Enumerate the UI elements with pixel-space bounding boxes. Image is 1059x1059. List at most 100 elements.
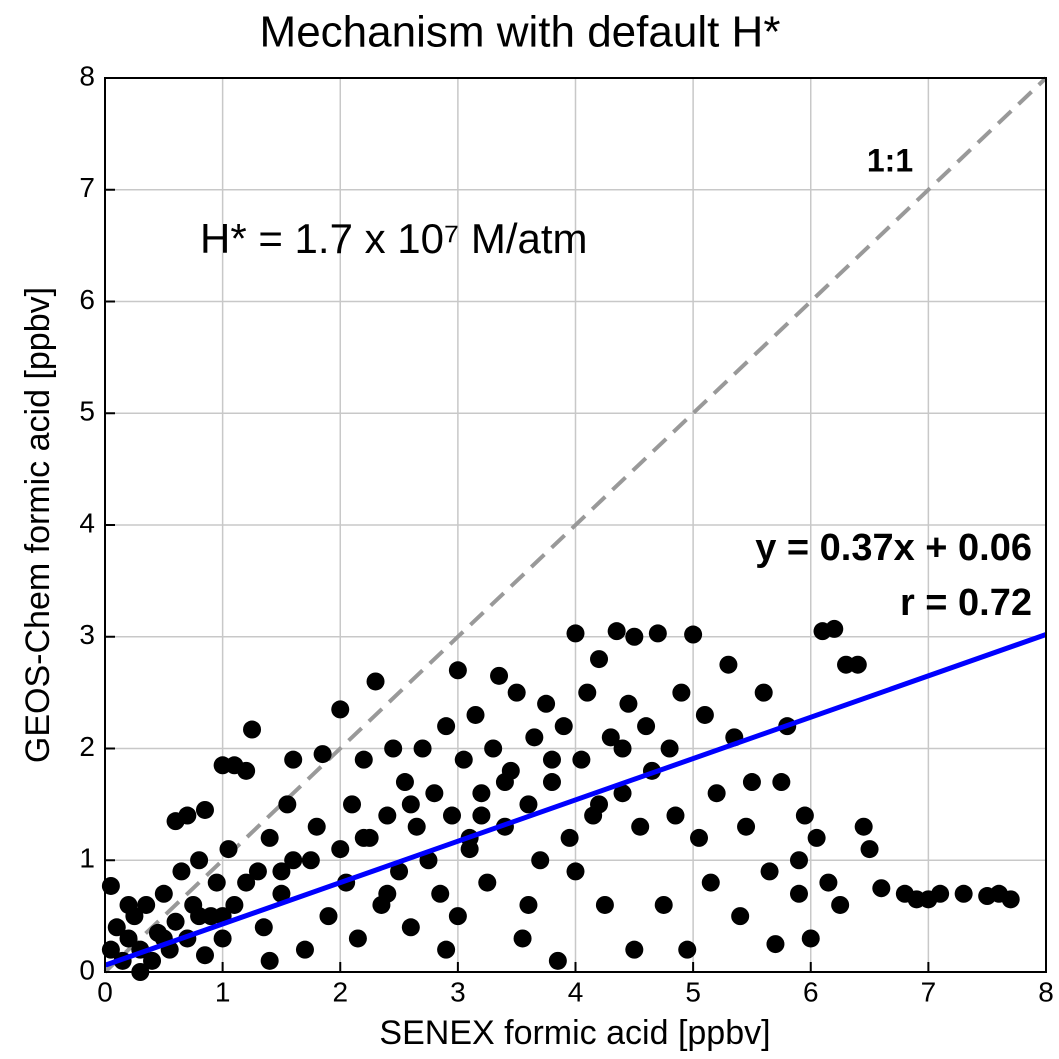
point <box>637 717 656 736</box>
point <box>531 851 550 870</box>
point <box>454 750 473 769</box>
point <box>378 884 397 903</box>
x-tick-label: 4 <box>568 976 584 1007</box>
point <box>284 750 303 769</box>
fit-line <box>104 632 1047 968</box>
point <box>313 745 332 764</box>
point <box>207 873 226 892</box>
point <box>401 795 420 814</box>
point <box>107 918 126 937</box>
y-tick-label: 2 <box>79 731 95 762</box>
point <box>854 817 873 836</box>
point <box>401 918 420 937</box>
point <box>513 929 532 948</box>
point <box>472 806 491 825</box>
point <box>525 728 544 747</box>
chart-title: Mechanism with default H* <box>260 8 781 57</box>
y-tick-label: 3 <box>79 619 95 650</box>
point <box>807 828 826 847</box>
point <box>566 862 585 881</box>
point <box>672 683 691 702</box>
point <box>554 717 573 736</box>
point <box>295 940 314 959</box>
y-axis-label: GEOS-Chem formic acid [ppbv] <box>19 287 57 763</box>
point <box>654 895 673 914</box>
point <box>284 851 303 870</box>
point <box>390 862 409 881</box>
point <box>848 655 867 674</box>
point <box>931 884 950 903</box>
point <box>319 907 338 926</box>
point <box>119 895 138 914</box>
point <box>407 817 426 836</box>
point <box>490 666 509 685</box>
point <box>648 624 667 643</box>
x-tick-label: 2 <box>332 976 348 1007</box>
point <box>707 784 726 803</box>
point <box>789 884 808 903</box>
point <box>590 650 609 669</box>
point <box>872 879 891 898</box>
point <box>631 817 650 836</box>
point <box>542 773 561 792</box>
point <box>248 862 267 881</box>
point <box>601 728 620 747</box>
point <box>190 851 209 870</box>
point <box>484 739 503 758</box>
point <box>542 750 561 769</box>
point <box>548 951 567 970</box>
point <box>754 683 773 702</box>
point <box>331 700 350 719</box>
x-tick-label: 1 <box>215 976 231 1007</box>
point <box>154 884 173 903</box>
point <box>537 694 556 713</box>
x-tick-label: 8 <box>1038 976 1054 1007</box>
y-tick-label: 6 <box>79 284 95 315</box>
point <box>954 884 973 903</box>
point <box>331 840 350 859</box>
point <box>607 622 626 641</box>
point <box>425 784 444 803</box>
point <box>272 884 291 903</box>
point <box>119 929 138 948</box>
point <box>466 705 485 724</box>
y-tick-label: 4 <box>79 507 95 538</box>
point <box>348 929 367 948</box>
point <box>519 895 538 914</box>
point <box>178 806 197 825</box>
point <box>431 884 450 903</box>
x-tick-label: 6 <box>803 976 819 1007</box>
point <box>690 828 709 847</box>
point <box>143 951 162 970</box>
point <box>354 750 373 769</box>
point <box>137 895 156 914</box>
point <box>195 800 214 819</box>
point <box>595 895 614 914</box>
point <box>701 873 720 892</box>
point <box>613 739 632 758</box>
point <box>219 840 238 859</box>
point <box>507 683 526 702</box>
point <box>243 720 262 739</box>
point <box>578 683 597 702</box>
point <box>378 806 397 825</box>
point <box>590 795 609 814</box>
point <box>566 624 585 643</box>
point <box>666 806 685 825</box>
point <box>166 912 185 931</box>
point <box>795 806 814 825</box>
point <box>301 851 320 870</box>
point <box>619 694 638 713</box>
annotation: H* = 1.7 x 10⁷ M/atm <box>200 215 588 262</box>
point <box>678 940 697 959</box>
x-axis-label: SENEX formic acid [ppbv] <box>379 1014 770 1052</box>
point <box>695 705 714 724</box>
point <box>472 784 491 803</box>
point <box>395 773 414 792</box>
point <box>448 907 467 926</box>
point <box>190 907 209 926</box>
point <box>442 806 461 825</box>
point <box>519 795 538 814</box>
point <box>737 817 756 836</box>
